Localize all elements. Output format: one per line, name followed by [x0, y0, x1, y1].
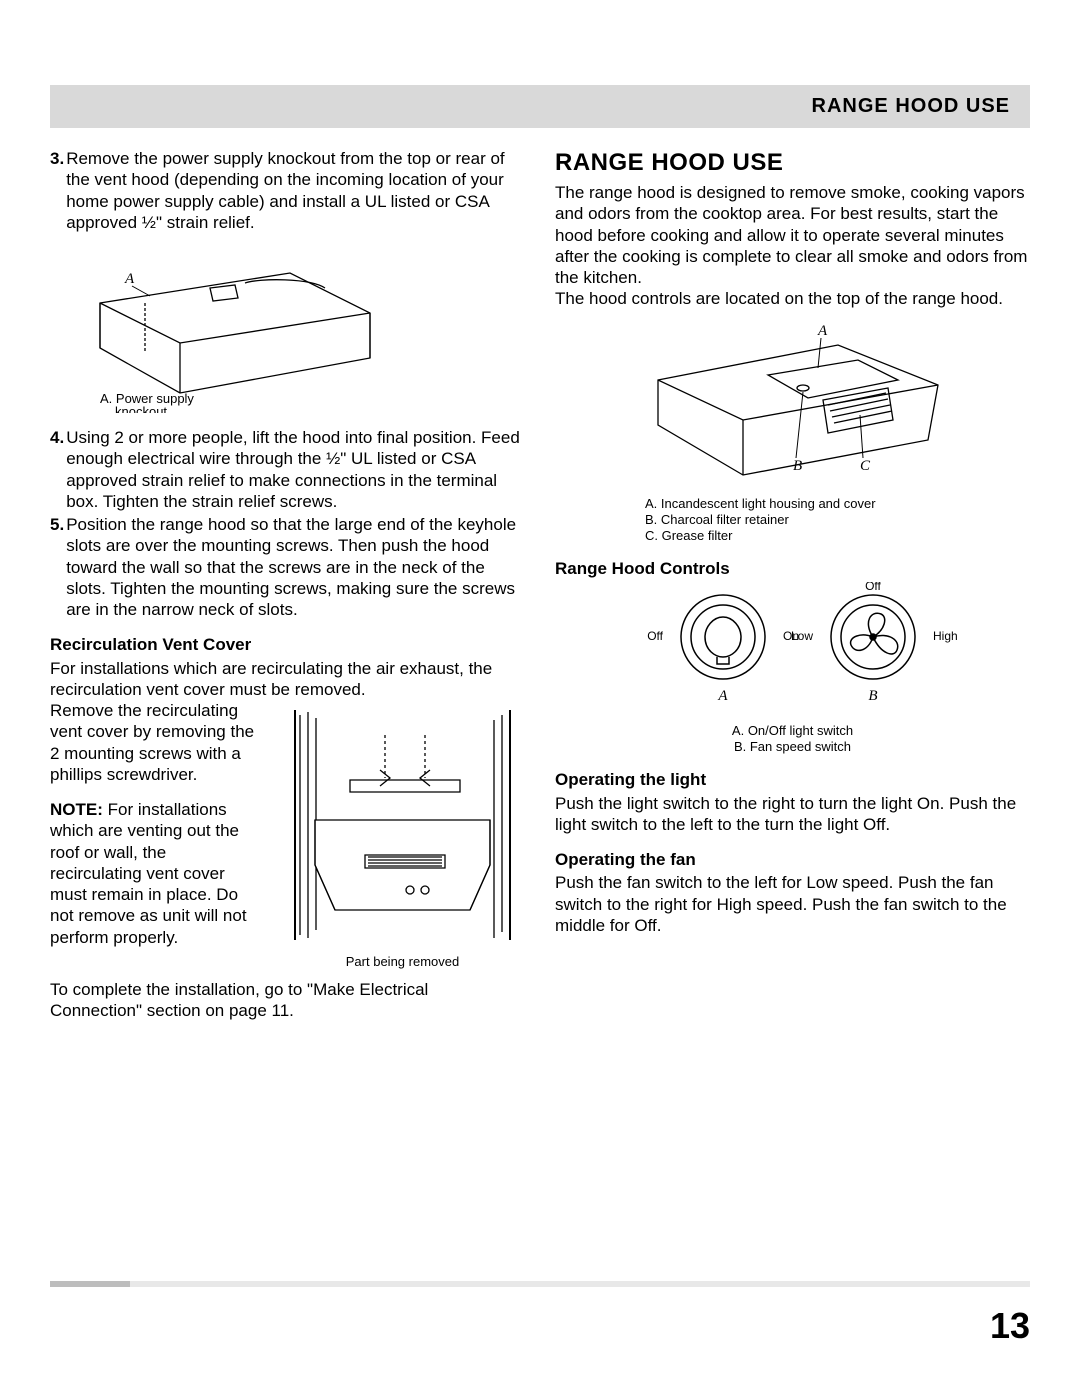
note-label: NOTE: — [50, 800, 103, 819]
right-column: RANGE HOOD USE The range hood is designe… — [555, 148, 1030, 1021]
svg-text:B: B — [793, 458, 802, 474]
svg-text:Low: Low — [790, 629, 812, 643]
svg-text:B: B — [868, 688, 877, 704]
svg-text:A: A — [124, 271, 135, 287]
step-text: Position the range hood so that the larg… — [64, 514, 525, 620]
intro-1: The range hood is designed to remove smo… — [555, 182, 1030, 288]
legend-a: A. Incandescent light housing and cover — [645, 496, 1030, 512]
recirc-heading: Recirculation Vent Cover — [50, 634, 525, 655]
svg-text:Off: Off — [647, 629, 663, 643]
light-text: Push the light switch to the right to tu… — [555, 793, 1030, 836]
svg-text:A: A — [717, 688, 728, 704]
step-number: 3. — [50, 148, 64, 233]
fan-heading: Operating the fan — [555, 849, 1030, 870]
figure-power-supply-knockout: A A. Power supply knockout — [50, 243, 525, 413]
recirc-p1: For installations which are recirculatin… — [50, 658, 525, 701]
recirc-p2: Remove the recirculating vent cover by r… — [50, 700, 260, 785]
legend-a: A. On/Off light switch — [555, 723, 1030, 739]
intro-2: The hood controls are located on the top… — [555, 288, 1030, 309]
step-4: 4. Using 2 or more people, lift the hood… — [50, 427, 525, 512]
footer-rule — [50, 1281, 1030, 1287]
light-heading: Operating the light — [555, 769, 1030, 790]
step-number: 4. — [50, 427, 64, 512]
step-text: Remove the power supply knockout from th… — [64, 148, 525, 233]
svg-text:knockout: knockout — [115, 404, 167, 413]
legend-c: C. Grease filter — [645, 528, 1030, 544]
range-hood-use-heading: RANGE HOOD USE — [555, 148, 1030, 178]
recirc-note: NOTE: For installations which are ventin… — [50, 799, 260, 948]
figure-hood-underside: A B C A. Incandescent light housing and … — [555, 320, 1030, 545]
recirc-p3: To complete the installation, go to "Mak… — [50, 979, 525, 1022]
svg-text:Off: Off — [865, 582, 881, 593]
step-number: 5. — [50, 514, 64, 620]
step-3: 3. Remove the power supply knockout from… — [50, 148, 525, 233]
figure-recirc-vent: Part being removed — [280, 700, 525, 971]
left-column: 3. Remove the power supply knockout from… — [50, 148, 525, 1021]
fan-text: Push the fan switch to the left for Low … — [555, 872, 1030, 936]
svg-text:High: High — [933, 629, 958, 643]
figure-controls: Off On Low High Off A B A. On/Off light … — [555, 582, 1030, 756]
step-5: 5. Position the range hood so that the l… — [50, 514, 525, 620]
controls-heading: Range Hood Controls — [555, 558, 1030, 579]
figure-caption: Part being removed — [280, 954, 525, 970]
section-header: RANGE HOOD USE — [50, 85, 1030, 128]
legend-b: B. Fan speed switch — [555, 739, 1030, 755]
svg-text:C: C — [860, 458, 871, 474]
page-number: 13 — [990, 1305, 1030, 1347]
step-text: Using 2 or more people, lift the hood in… — [64, 427, 525, 512]
svg-text:A: A — [817, 323, 828, 339]
legend-b: B. Charcoal filter retainer — [645, 512, 1030, 528]
note-text: For installations which are venting out … — [50, 800, 247, 947]
